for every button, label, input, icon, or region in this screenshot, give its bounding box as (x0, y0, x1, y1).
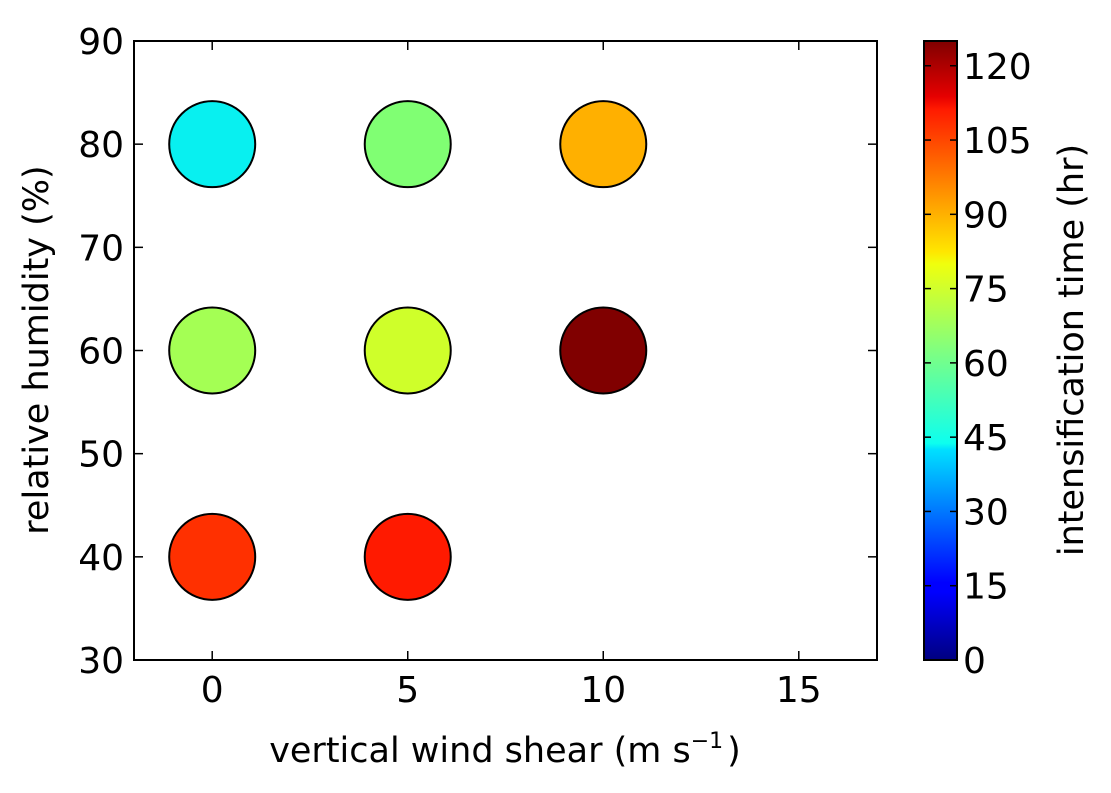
y-tick-label: 90 (78, 22, 124, 63)
data-point-1 (363, 100, 452, 189)
data-point-4 (363, 306, 452, 395)
x-tick-label: 5 (396, 670, 419, 711)
colorbar: 0 15 30 45 60 75 90 105 120 intensification time… (923, 40, 1092, 682)
colorbar-border (923, 40, 958, 661)
colorbar-tick-label: 0 (963, 641, 986, 682)
plot-area: 0 5 10 15 30 40 50 60 70 80 90 (78, 22, 878, 711)
colorbar-label: intensification time (hr) (1052, 144, 1092, 556)
data-point-6 (168, 512, 257, 601)
colorbar-tick-label: 15 (963, 567, 1009, 608)
colorbar-tick-label: 45 (963, 418, 1009, 459)
colorbar-tick-label: 60 (963, 344, 1009, 385)
colorbar-tick-label: 105 (963, 121, 1032, 162)
y-tick-label: 40 (78, 538, 124, 579)
colorbar-tick-label: 120 (963, 47, 1032, 88)
plot-frame (134, 41, 877, 660)
x-axis-ticks: 0 5 10 15 (201, 41, 822, 711)
data-points (168, 100, 648, 601)
y-tick-label: 70 (78, 228, 124, 269)
data-point-5 (559, 306, 648, 395)
data-point-0 (168, 100, 257, 189)
y-axis-ticks: 30 40 50 60 70 80 90 (78, 22, 877, 682)
data-point-2 (559, 100, 648, 189)
y-tick-label: 50 (78, 435, 124, 476)
colorbar-ticks: 0 15 30 45 60 75 90 105 120 (924, 47, 1032, 682)
x-axis-label: vertical wind shear (m s−1) (269, 729, 741, 771)
x-tick-label: 0 (201, 670, 224, 711)
y-tick-label: 60 (78, 332, 124, 373)
y-tick-label: 80 (78, 125, 124, 166)
colorbar-gradient (924, 41, 957, 660)
data-point-3 (168, 306, 257, 395)
colorbar-tick-label: 90 (963, 195, 1009, 236)
y-tick-label: 30 (78, 641, 124, 682)
y-axis-label: relative humidity (%) (17, 165, 57, 534)
colorbar-tick-label: 75 (963, 270, 1009, 311)
x-tick-label: 15 (776, 670, 822, 711)
x-tick-label: 10 (580, 670, 626, 711)
colorbar-tick-label: 30 (963, 492, 1009, 533)
data-point-7 (363, 512, 452, 601)
